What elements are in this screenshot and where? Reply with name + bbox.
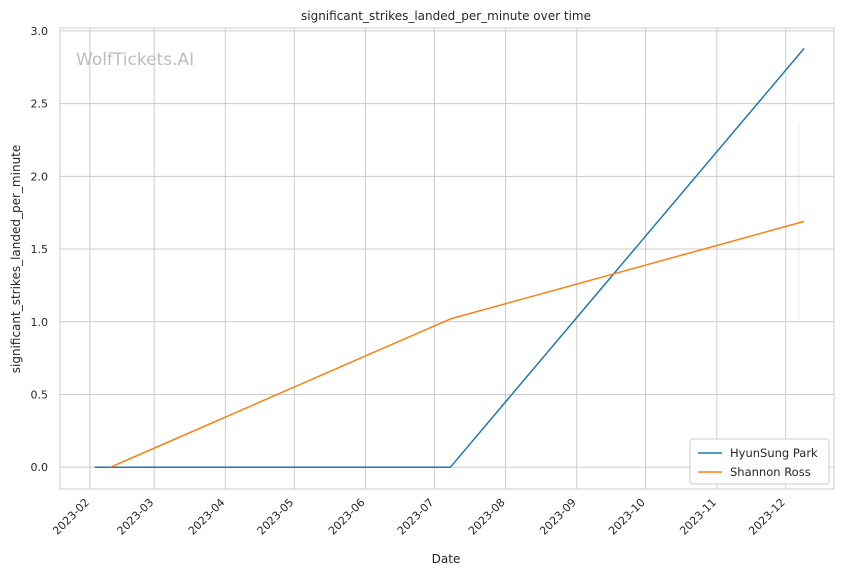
y-tick-label: 1.5: [31, 243, 49, 256]
y-tick-label: 2.5: [31, 98, 49, 111]
legend: HyunSung Park Shannon Ross: [689, 438, 830, 485]
chart-title: significant_strikes_landed_per_minute ov…: [301, 9, 591, 23]
legend-label-hyunsung-park: HyunSung Park: [730, 446, 818, 460]
y-tick-label: 1.0: [31, 316, 49, 329]
y-axis-label: significant_strikes_landed_per_minute: [9, 145, 23, 374]
x-axis-label: Date: [432, 552, 461, 566]
series-line-hyunsung-park: [94, 47, 805, 468]
y-tick-label: 2.0: [31, 170, 49, 183]
plot-frame: [59, 27, 835, 490]
legend-label-shannon-ross: Shannon Ross: [730, 465, 811, 479]
y-tick-label: 0.5: [31, 388, 49, 401]
y-axis-ticks: 0.0 0.5 1.0 1.5 2.0 2.5 3.0: [31, 25, 49, 474]
series-lines: [94, 47, 805, 468]
y-tick-label: 0.0: [31, 461, 49, 474]
series-line-shannon-ross: [110, 220, 805, 468]
legend-box: [689, 438, 830, 485]
y-tick-label: 3.0: [31, 25, 49, 38]
grid: [60, 28, 834, 489]
watermark: WolfTickets.AI: [76, 50, 194, 70]
